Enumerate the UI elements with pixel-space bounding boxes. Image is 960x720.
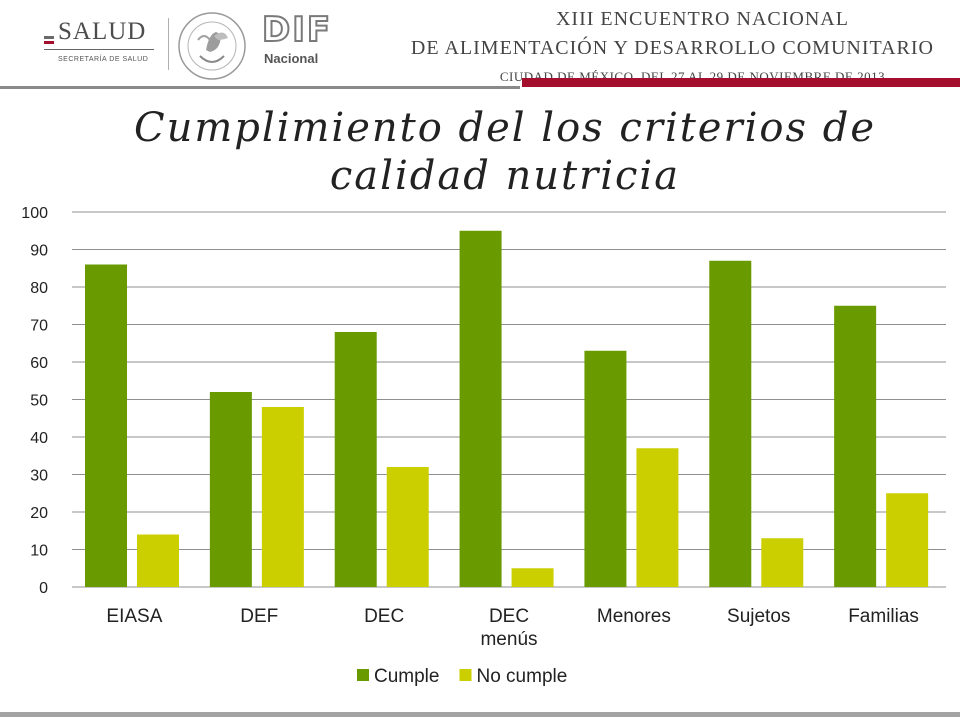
y-tick-label: 10 xyxy=(30,543,48,560)
gridlines xyxy=(72,211,946,588)
salud-rule xyxy=(44,49,154,50)
x-category-line: DEF xyxy=(240,606,278,627)
y-tick-label: 40 xyxy=(30,430,48,447)
x-category-line: menús xyxy=(480,629,537,650)
mexico-seal-icon xyxy=(178,12,246,80)
bar-no-cumple xyxy=(636,448,679,587)
x-category-label: Familias xyxy=(848,606,919,627)
x-category-label: Menores xyxy=(597,606,671,627)
bar-no-cumple xyxy=(761,538,804,587)
bar-no-cumple xyxy=(261,407,304,587)
bar-no-cumple xyxy=(386,467,429,587)
legend: Cumple No cumple xyxy=(357,666,567,687)
bar-no-cumple xyxy=(511,568,554,587)
x-category-line: DEC xyxy=(364,606,404,627)
y-tick-label: 70 xyxy=(30,318,48,335)
y-tick-label: 0 xyxy=(39,580,48,597)
legend-swatch xyxy=(357,669,369,681)
title-line-1: Cumplimiento del los criterios de xyxy=(134,105,876,151)
y-tick-label: 80 xyxy=(30,280,48,297)
x-category-label: DEF xyxy=(240,606,278,627)
slide-title: Cumplimiento del los criterios de calida… xyxy=(0,104,960,200)
x-category-line: Menores xyxy=(597,606,671,627)
header: SALUD SECRETARÍA DE SALUD DIF Nacional X… xyxy=(0,0,960,90)
bar-cumple xyxy=(709,260,752,587)
event-subtitle: DE ALIMENTACIÓN Y DESARROLLO COMUNITARIO xyxy=(410,37,934,59)
bars xyxy=(85,230,929,587)
header-red-rule xyxy=(522,78,960,87)
title-line-2: calidad nutricia xyxy=(329,153,681,199)
x-category-line: DEC xyxy=(489,606,529,627)
x-category-label: Sujetos xyxy=(727,606,790,627)
bar-cumple xyxy=(584,350,627,587)
y-tick-label: 90 xyxy=(30,243,48,260)
bar-cumple xyxy=(85,264,127,587)
bar-cumple xyxy=(209,392,252,587)
dif-wordmark: DIF xyxy=(261,9,333,51)
x-category-line: EIASA xyxy=(106,606,162,627)
bar-no-cumple xyxy=(886,493,929,587)
y-tick-label: 30 xyxy=(30,468,48,485)
event-banner: XIII ENCUENTRO NACIONAL DE ALIMENTACIÓN … xyxy=(411,8,934,85)
dif-subtitle: Nacional xyxy=(264,51,319,66)
legend-label: Cumple xyxy=(374,666,439,687)
x-category-label: EIASA xyxy=(106,606,162,627)
legend-swatch xyxy=(459,669,472,681)
header-gray-rule xyxy=(0,86,520,89)
x-category-label: DEC xyxy=(364,606,404,627)
y-axis-ticks: 0 10 20 30 40 50 60 70 80 90 100 xyxy=(21,205,48,597)
x-category-line: Familias xyxy=(848,606,919,627)
salud-mark-icon xyxy=(44,36,54,44)
event-title: XIII ENCUENTRO NACIONAL xyxy=(555,8,849,30)
bar-cumple xyxy=(459,230,502,587)
y-tick-label: 50 xyxy=(30,393,48,410)
bar-cumple xyxy=(834,305,877,587)
x-category-line: Sujetos xyxy=(727,606,790,627)
footer-bar xyxy=(0,712,960,717)
logo-divider xyxy=(168,18,169,70)
bar-no-cumple xyxy=(137,534,179,587)
bar-cumple xyxy=(334,332,377,587)
legend-label: No cumple xyxy=(476,666,567,687)
x-category-label: DEC menús xyxy=(480,606,537,650)
dif-logo: DIF Nacional xyxy=(261,9,332,72)
y-tick-label: 100 xyxy=(21,205,48,222)
y-tick-label: 60 xyxy=(30,355,48,372)
salud-logo: SALUD SECRETARÍA DE SALUD xyxy=(44,18,164,72)
salud-wordmark: SALUD xyxy=(58,18,147,45)
y-tick-label: 20 xyxy=(30,505,48,522)
salud-subtitle: SECRETARÍA DE SALUD xyxy=(58,56,149,63)
